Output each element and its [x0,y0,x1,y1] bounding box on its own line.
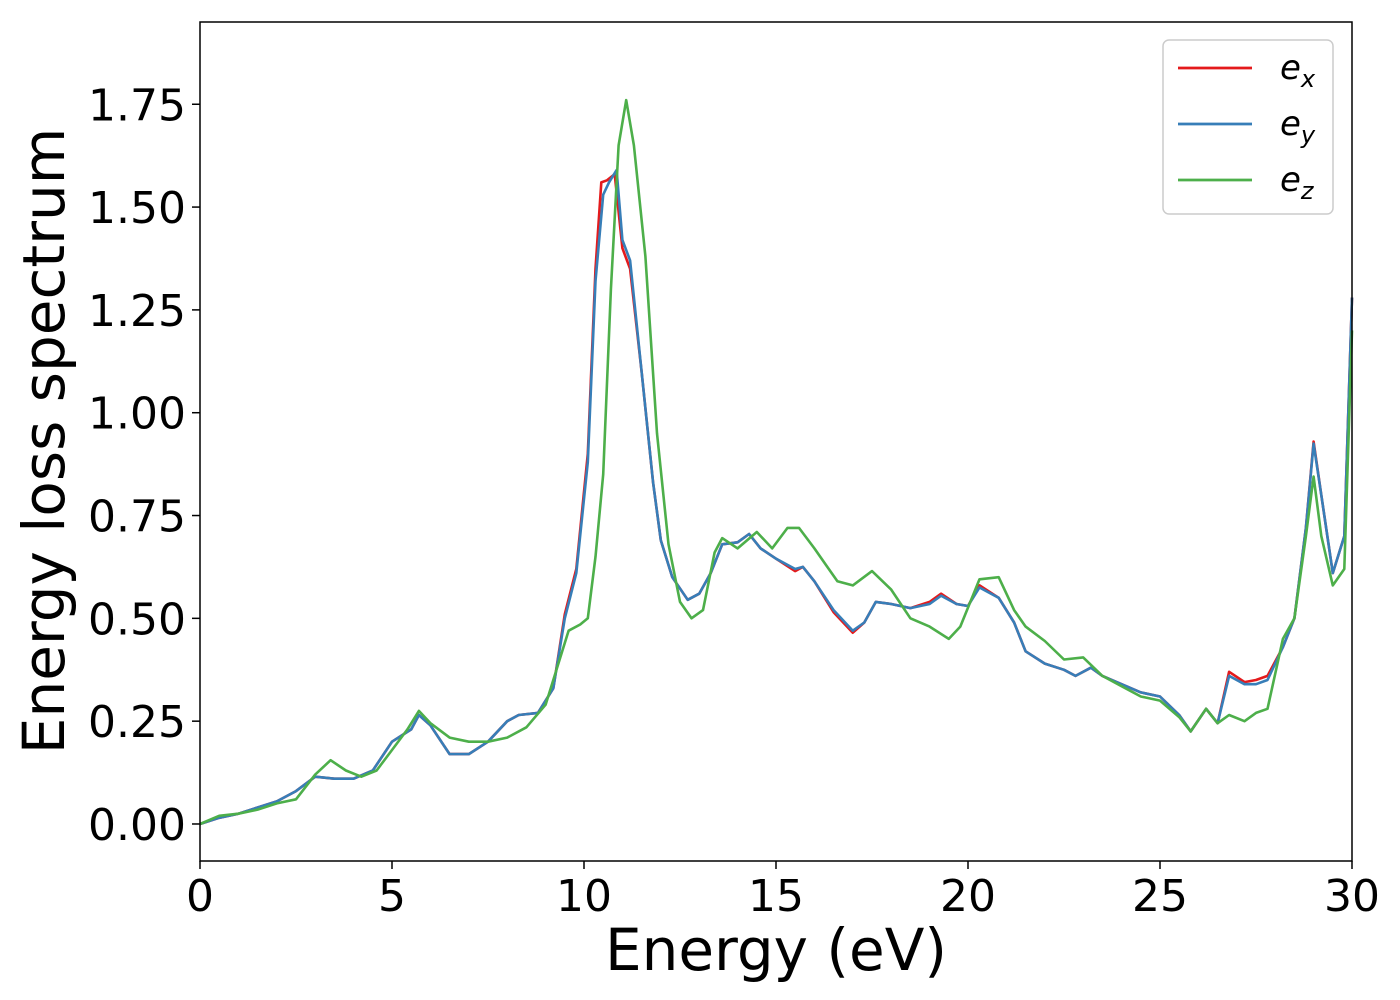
y-axis: 0.00 0.25 0.50 0.75 1.00 1.25 1.50 1.75 [88,80,200,851]
y-tick-label: 1.75 [88,80,186,131]
legend-label-ey: ey [1280,104,1316,149]
plot-background [200,22,1352,861]
x-tick-label: 30 [1324,871,1380,922]
x-tick-label: 20 [940,871,996,922]
x-tick-label: 5 [378,871,406,922]
y-tick-label: 0.00 [88,800,186,851]
y-tick-label: 0.75 [88,492,186,543]
series-lines [199,98,1354,826]
x-tick-label: 10 [556,871,612,922]
x-tick-label: 25 [1132,871,1188,922]
x-axis: 0 5 10 15 20 25 30 [186,861,1380,922]
y-tick-label: 0.25 [88,697,186,748]
x-tick-label: 15 [748,871,804,922]
x-tick-label: 0 [186,871,214,922]
legend-label-ex: ex [1280,48,1316,93]
legend-label-ez: ez [1280,160,1315,205]
legend: ex ey ez [1162,39,1334,215]
x-axis-title: Energy (eV) [605,916,947,984]
y-tick-label: 1.50 [88,183,186,234]
y-tick-label: 1.00 [88,389,186,440]
y-tick-label: 1.25 [88,286,186,337]
legend-box [1162,39,1334,215]
series-line-ez [199,98,1354,826]
y-tick-label: 0.50 [88,594,186,645]
y-axis-title: Energy loss spectrum [10,128,78,754]
